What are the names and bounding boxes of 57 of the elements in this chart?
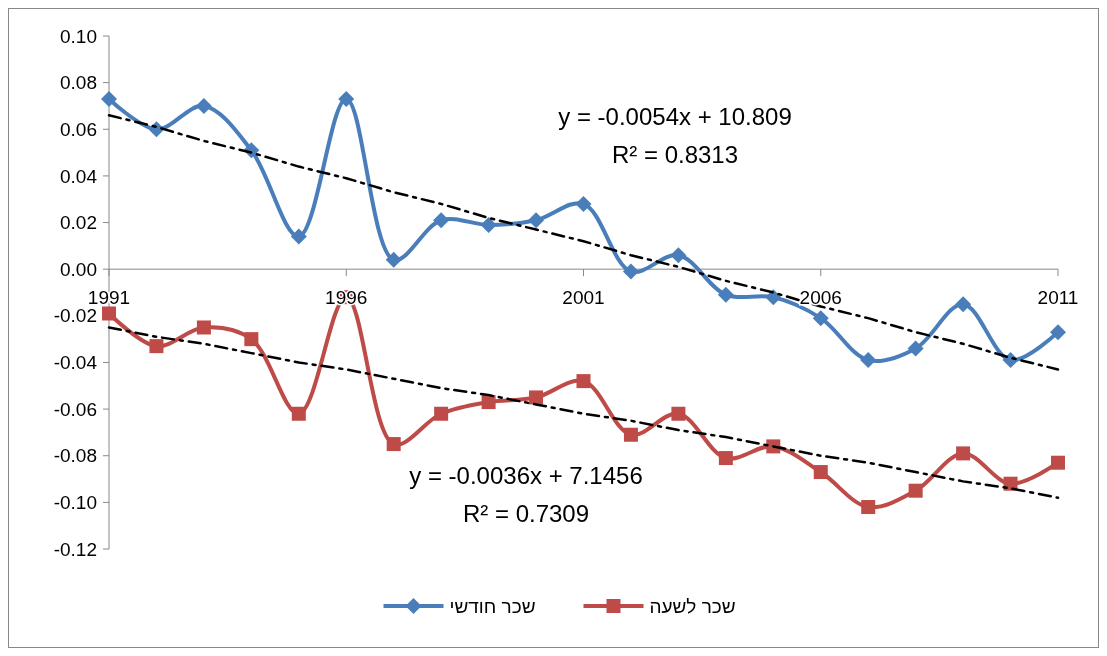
y-tick-label: -0.08 — [53, 445, 97, 467]
annotation: y = -0.0054x + 10.809 — [558, 103, 792, 130]
point — [670, 247, 687, 264]
point — [908, 483, 923, 498]
point — [576, 374, 591, 389]
point — [386, 437, 401, 452]
point — [433, 212, 450, 229]
y-tick-label: -0.12 — [53, 538, 97, 560]
point — [812, 310, 829, 327]
point — [338, 90, 355, 107]
y-tick-label: 0.08 — [60, 72, 97, 94]
annotation: R² = 0.8313 — [611, 141, 739, 168]
y-tick-label: 0.02 — [60, 212, 97, 234]
point — [575, 195, 592, 212]
point — [480, 216, 497, 233]
point — [860, 352, 877, 369]
y-tick-label: 0.06 — [60, 118, 97, 140]
point — [955, 296, 972, 313]
point — [385, 251, 402, 268]
legend-label: שכר חודשי — [449, 595, 536, 617]
point — [671, 406, 686, 421]
point — [434, 406, 449, 421]
point — [861, 500, 876, 515]
annotation: y = -0.0036x + 7.1456 — [409, 462, 643, 489]
point — [907, 340, 924, 357]
point — [529, 390, 544, 405]
point — [244, 332, 259, 347]
point — [290, 228, 307, 245]
point — [195, 97, 212, 114]
point — [765, 289, 782, 306]
point — [481, 395, 496, 410]
point — [956, 446, 971, 461]
point — [717, 286, 734, 303]
point — [149, 339, 164, 354]
y-tick-label: 0.04 — [60, 165, 98, 187]
point — [1050, 324, 1066, 341]
point — [718, 451, 733, 466]
legend-label: שכר לשעה — [649, 595, 736, 617]
point — [196, 320, 211, 335]
x-tick-label: 2001 — [562, 287, 605, 309]
point — [291, 406, 306, 421]
point — [622, 263, 639, 280]
y-tick-label: -0.04 — [53, 352, 98, 374]
point — [102, 306, 116, 321]
annotation: R² = 0.7309 — [462, 500, 590, 527]
point — [623, 427, 638, 442]
x-tick-label: 2006 — [799, 287, 842, 309]
point — [1051, 455, 1065, 470]
y-tick-label: 0.10 — [60, 25, 97, 47]
x-tick-label: 2011 — [1037, 287, 1079, 309]
point — [528, 212, 545, 229]
point — [813, 465, 828, 480]
y-tick-label: 0.00 — [60, 258, 97, 280]
line-series — [107, 326, 1060, 499]
y-tick-label: -0.06 — [53, 398, 97, 420]
y-tick-label: -0.10 — [53, 492, 97, 514]
point — [101, 90, 117, 107]
